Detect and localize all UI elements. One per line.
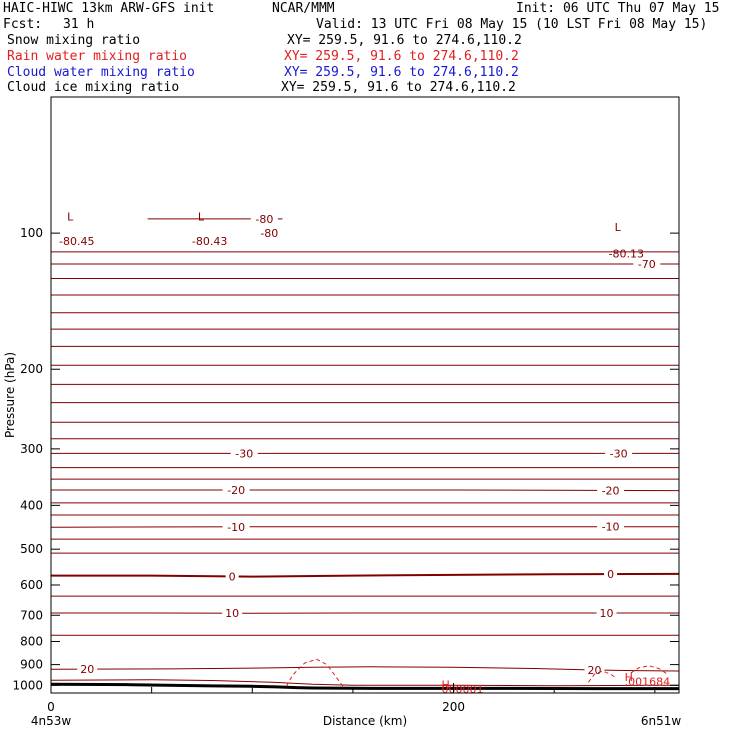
y-tick-label: 1000 <box>12 678 43 692</box>
low-level-contour <box>50 679 680 687</box>
extremum-label: L <box>615 221 622 234</box>
plot-frame <box>50 96 680 694</box>
y-tick-label: 100 <box>20 226 43 240</box>
contour-label-bg <box>605 447 633 460</box>
legend-snow-xy: XY= 259.5, 91.6 to 274.6,110.2 <box>287 33 522 48</box>
contour-label-bg <box>596 606 617 619</box>
y-tick-label: 800 <box>20 634 43 648</box>
extremum-label: 000001 <box>441 683 483 696</box>
contour-label-bg <box>225 570 239 583</box>
extremum-label: .001684 <box>625 675 671 688</box>
contour-label: 20 <box>80 663 94 676</box>
legend-rain-xy: XY= 259.5, 91.6 to 274.6,110.2 <box>284 49 519 64</box>
contour-label-bg <box>584 663 605 676</box>
unlabeled-isotherms <box>51 251 679 636</box>
fcst-value: 31 h <box>63 17 95 32</box>
right-endpoint-label: 6n51w <box>641 714 682 728</box>
fcst-label: Fcst: <box>3 17 43 32</box>
rain-contour <box>630 665 668 675</box>
surface-line <box>50 682 679 691</box>
x-tick-label: 0 <box>47 700 55 714</box>
extremum-label: H <box>441 679 449 692</box>
rain-contour <box>286 658 344 687</box>
legend-cloudwater-xy: XY= 259.5, 91.6 to 274.6,110.2 <box>284 65 519 80</box>
extremum-label: L <box>67 211 74 224</box>
y-tick-label: 400 <box>20 498 43 512</box>
x-axis-label: Distance (km) <box>323 714 407 728</box>
temperature-contour <box>50 526 679 528</box>
y-tick-label: 300 <box>20 442 43 456</box>
y-tick-label: 900 <box>20 658 43 672</box>
contour-label: 10 <box>225 607 239 620</box>
contour-label: 0 <box>229 570 236 583</box>
contour-label-bg <box>230 447 258 460</box>
temperature-contour <box>50 666 680 672</box>
extremum-label: -80.45 <box>59 235 94 248</box>
contour-label-bg <box>633 257 661 270</box>
y-tick-label: 200 <box>20 362 43 376</box>
rain-contours <box>286 658 668 687</box>
init-time: Init: 06 UTC Thu 07 May 15 <box>516 1 720 16</box>
y-axis-label: Pressure (hPa) <box>3 352 17 438</box>
legend-cloudwater-name: Cloud water mixing ratio <box>7 65 195 80</box>
y-tick-label: 500 <box>20 542 43 556</box>
contour-label-bg <box>222 607 243 620</box>
x-tick-label: 200 <box>442 700 465 714</box>
temperature-contour <box>51 572 680 578</box>
contour-label-bg <box>250 212 278 225</box>
org-label: NCAR/MMM <box>272 1 335 16</box>
model-title: HAIC-HIWC 13km ARW-GFS init <box>3 1 215 16</box>
valid-time: Valid: 13 UTC Fri 08 May 15 (10 LST Fri … <box>316 17 708 32</box>
y-tick-label: 600 <box>20 578 43 592</box>
legend-cloudice-xy: XY= 259.5, 91.6 to 274.6,110.2 <box>281 80 516 95</box>
contour-label: 20 <box>587 664 601 677</box>
contour-label-bg <box>597 484 625 497</box>
contour-label-bg <box>597 520 625 533</box>
contour-label: 0 <box>607 568 614 581</box>
contour-label-bg <box>222 484 250 497</box>
contour-label: -20 <box>227 484 245 497</box>
contour-label: -30 <box>235 447 253 460</box>
left-endpoint-label: 4n53w <box>31 714 72 728</box>
legend-cloudice-name: Cloud ice mixing ratio <box>7 80 180 95</box>
contour-label: -10 <box>227 521 245 534</box>
contour-label: -30 <box>610 447 628 460</box>
contour-label-bg <box>222 520 250 533</box>
contour-label: -80 <box>255 213 273 226</box>
extremum-label: -80.43 <box>192 235 227 248</box>
temperature-contour <box>51 489 680 492</box>
legend-rain-name: Rain water mixing ratio <box>7 49 188 64</box>
contour-label-bg <box>77 663 98 676</box>
contour-label: 10 <box>600 607 614 620</box>
y-tick-label: 700 <box>20 608 43 622</box>
rain-contour <box>588 670 617 683</box>
extremum-label: L <box>198 211 205 224</box>
extremum-label: -80 <box>260 227 278 240</box>
extremum-label: H <box>625 671 633 684</box>
contour-label: -10 <box>602 521 620 534</box>
contour-label: -20 <box>602 484 620 497</box>
temperature-contours: 20 20 10 10 0 0 -10 -10 -20 -20 -30 -30 -70 -80 <box>50 212 680 691</box>
contour-label: -70 <box>638 258 656 271</box>
contour-label-bg <box>604 568 618 581</box>
legend-snow-name: Snow mixing ratio <box>7 33 141 48</box>
extremum-label: -80.13 <box>609 248 644 261</box>
